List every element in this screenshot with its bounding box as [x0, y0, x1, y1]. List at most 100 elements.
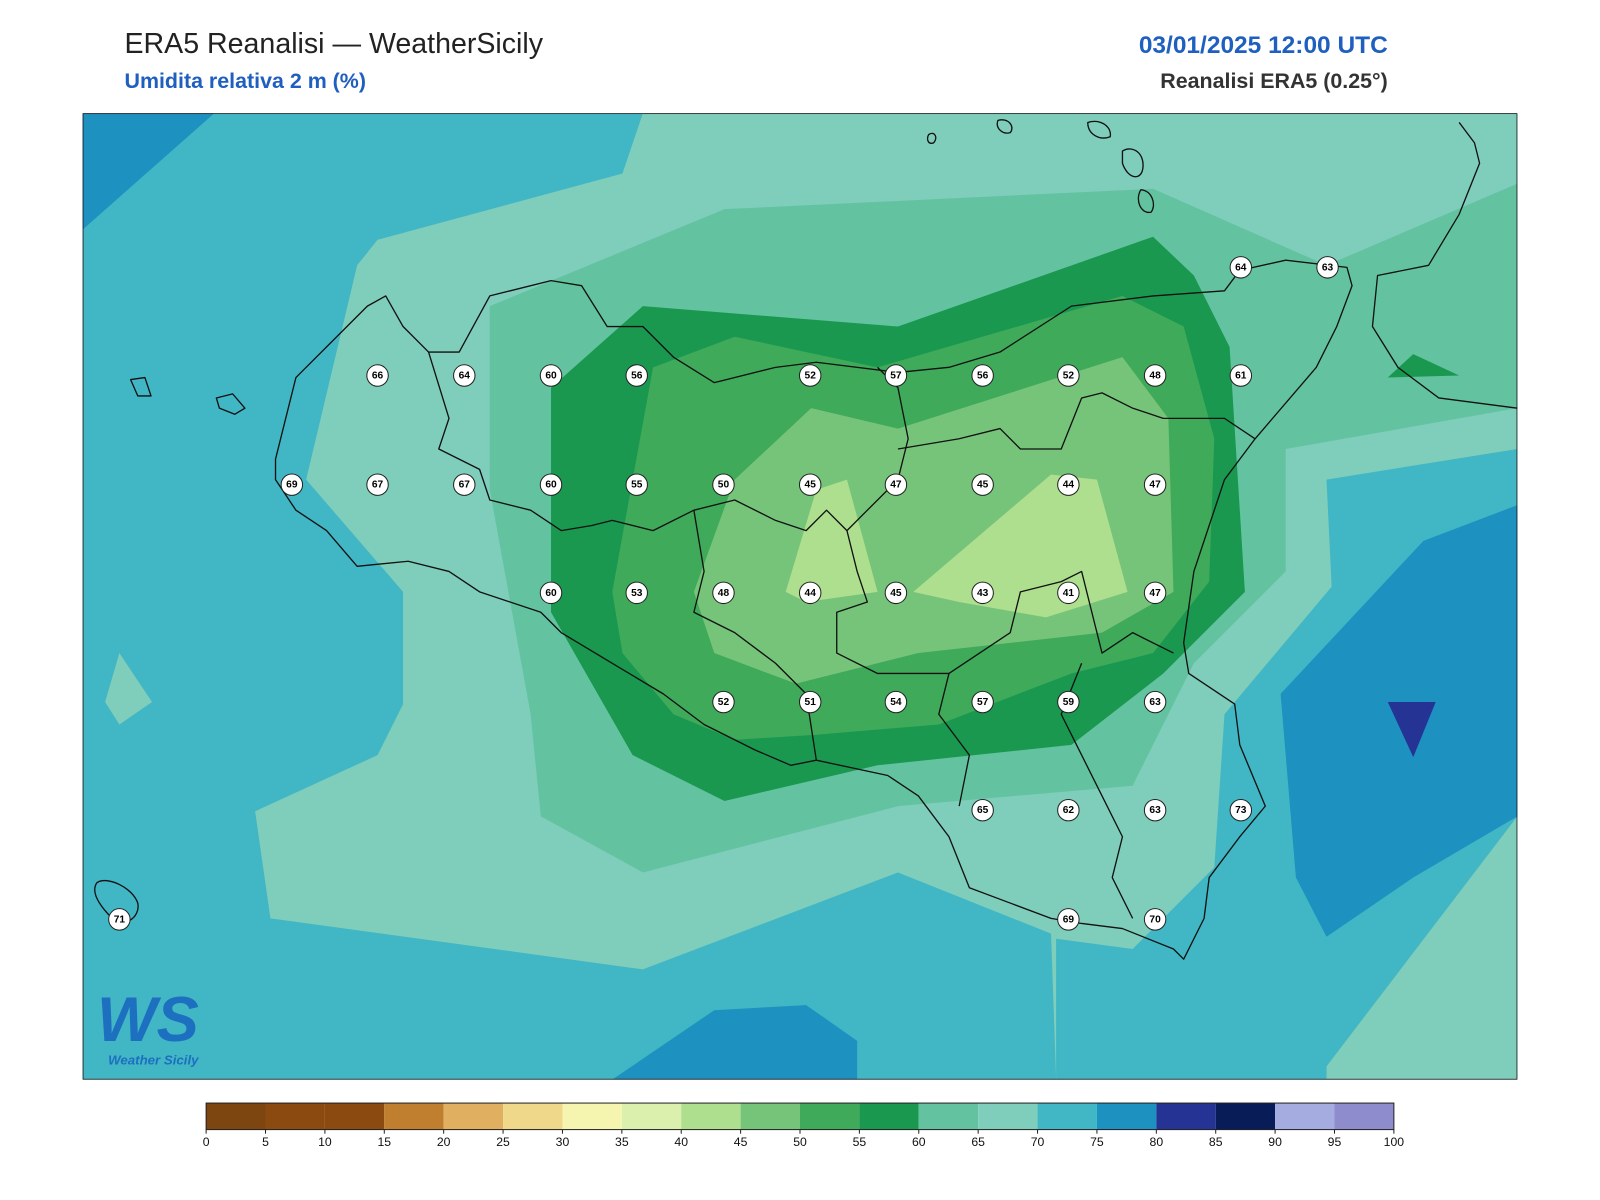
station-marker [884, 690, 908, 714]
station: 48 [1143, 364, 1167, 387]
station-value: 60 [545, 371, 557, 382]
station: 59 [1057, 690, 1080, 714]
colorbar: 0 5 10 15 20 25 30 35 40 45 50 55 60 65 70 75 80 85 90 95 10… [203, 1102, 1405, 1149]
colorbar-tick-label: 55 [853, 1135, 867, 1149]
field-contour [785, 479, 878, 603]
station-marker [539, 581, 563, 605]
logo: WS Weather Sicily [97, 985, 199, 1067]
station-value: 48 [718, 588, 730, 599]
station-marker [1229, 256, 1253, 279]
subtitle: Umidita relativa 2 m (%) [124, 69, 366, 93]
station: 64 [1229, 256, 1253, 279]
station-value: 70 [1149, 914, 1161, 925]
field-contour [612, 1005, 858, 1080]
station-marker [1057, 473, 1080, 496]
station: 52 [798, 364, 822, 387]
station-marker [971, 581, 994, 605]
station: 63 [1143, 690, 1167, 714]
station: 67 [366, 473, 389, 496]
station: 41 [1057, 581, 1080, 605]
station-marker [1143, 798, 1167, 822]
logo-mark: WS [97, 985, 199, 1055]
station-marker [1143, 364, 1167, 387]
stations: 64 63 66 64 60 56 52 57 56 52 48 61 69 67 67 60 55 50 45 47… [108, 256, 1339, 931]
colorbar-tick-label: 15 [377, 1135, 391, 1149]
field-contour [1387, 354, 1460, 378]
station-marker [1143, 690, 1167, 714]
colorbar-tick-label: 35 [615, 1135, 629, 1149]
colorbar-tick-label: 30 [556, 1135, 570, 1149]
station-value: 51 [805, 697, 817, 708]
colorbar-swatch [1096, 1103, 1157, 1130]
station-marker [798, 581, 822, 605]
station: 65 [971, 798, 994, 822]
station-marker [971, 798, 994, 822]
station-value: 53 [631, 588, 643, 599]
station-marker [539, 364, 563, 387]
colorbar-swatch [918, 1103, 979, 1130]
station-marker [798, 473, 822, 496]
station: 53 [625, 581, 648, 605]
station-value: 44 [1063, 480, 1075, 491]
colorbar-tick-label: 80 [1150, 1135, 1164, 1149]
colorbar-swatch [978, 1103, 1038, 1130]
colorbar-tick-label: 25 [496, 1135, 510, 1149]
station-marker [1057, 908, 1080, 931]
station: 51 [798, 690, 822, 714]
station: 63 [1143, 798, 1167, 822]
station: 54 [884, 690, 908, 714]
station: 69 [280, 473, 304, 496]
station: 57 [884, 364, 908, 387]
station-value: 41 [1063, 588, 1075, 599]
station: 52 [1057, 364, 1080, 387]
station: 64 [453, 364, 476, 387]
station-marker [453, 364, 476, 387]
station-value: 63 [1322, 262, 1334, 273]
station-value: 56 [631, 371, 643, 382]
station-value: 47 [1149, 480, 1161, 491]
station: 67 [453, 473, 476, 496]
datetime: 03/01/2025 12:00 UTC [1139, 32, 1388, 59]
station: 45 [971, 473, 994, 496]
station-value: 63 [1149, 805, 1161, 816]
coastline [274, 259, 1353, 960]
station-marker [366, 473, 389, 496]
station-marker [971, 364, 994, 387]
station-value: 55 [631, 480, 643, 491]
station-value: 59 [1063, 697, 1075, 708]
station-value: 44 [805, 588, 817, 599]
station: 47 [884, 473, 908, 496]
station-value: 62 [1063, 805, 1075, 816]
station-value: 67 [459, 480, 471, 491]
station: 62 [1057, 798, 1080, 822]
station-marker [1057, 364, 1080, 387]
station-value: 54 [890, 697, 902, 708]
colorbar-swatch [324, 1103, 385, 1130]
station-marker [539, 473, 563, 496]
colorbar-swatch [1037, 1103, 1097, 1130]
station: 70 [1143, 908, 1167, 931]
station-value: 56 [977, 371, 989, 382]
colorbar-swatch [265, 1103, 325, 1130]
station-marker [1143, 581, 1167, 605]
colorbar-swatch [800, 1103, 860, 1130]
station-marker [1057, 798, 1080, 822]
station: 56 [625, 364, 648, 387]
station-value: 60 [545, 588, 557, 599]
station-value: 65 [977, 805, 989, 816]
colorbar-tick-label: 100 [1384, 1135, 1405, 1149]
colorbar-tick-label: 40 [674, 1135, 688, 1149]
station-value: 52 [1063, 371, 1075, 382]
station: 45 [884, 581, 908, 605]
station: 66 [366, 364, 389, 387]
station: 50 [712, 473, 735, 496]
station: 63 [1316, 256, 1339, 279]
station-value: 73 [1235, 805, 1247, 816]
colorbar-tick-label: 20 [437, 1135, 451, 1149]
station: 43 [971, 581, 994, 605]
station-marker [1057, 690, 1080, 714]
province-border [427, 351, 1256, 919]
field-contour [82, 113, 215, 230]
station: 47 [1143, 581, 1167, 605]
